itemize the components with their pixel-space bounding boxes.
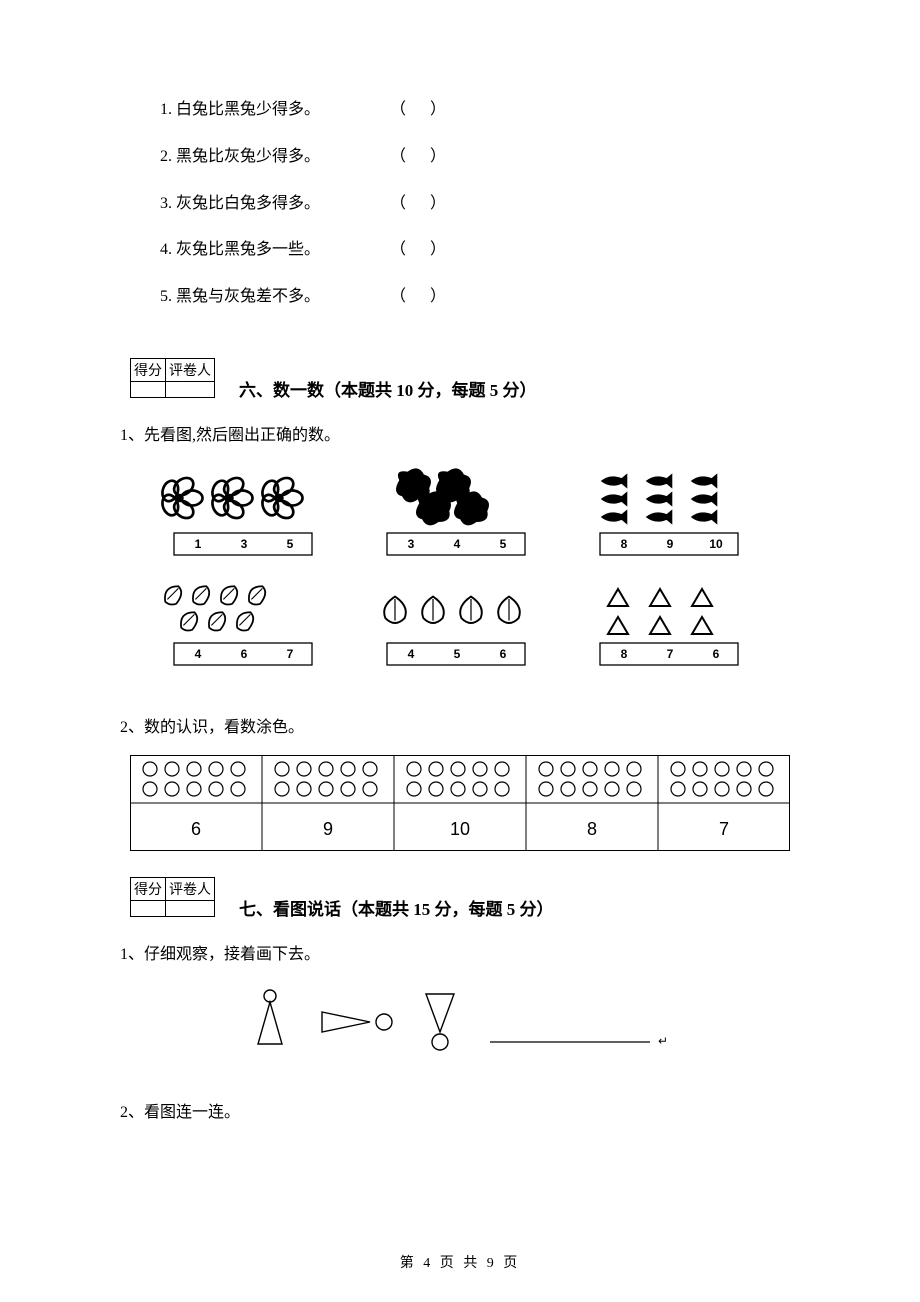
- svg-text:7: 7: [287, 647, 294, 661]
- q6-2-figure: 6 9 10 8 7: [130, 755, 790, 851]
- svg-text:10: 10: [450, 819, 470, 839]
- section-6-title: 六、数一数（本题共 10 分，每题 5 分）: [239, 376, 537, 401]
- q6-1-figure: 1 3 5 3 4 5 8 9 10 4 6 7 4 5 6 8 7 6: [140, 463, 780, 683]
- svg-text:7: 7: [667, 647, 674, 661]
- svg-text:8: 8: [587, 819, 597, 839]
- svg-text:9: 9: [667, 537, 674, 551]
- svg-text:↵: ↵: [658, 1034, 668, 1048]
- section-7-title: 七、看图说话（本题共 15 分，每题 5 分）: [239, 895, 554, 920]
- score-cell[interactable]: [131, 900, 166, 916]
- score-box: 得分评卷人: [130, 877, 215, 917]
- q7-2-label: 2、看图连一连。: [120, 1098, 800, 1122]
- q7-1-figure: ↵: [230, 982, 690, 1062]
- svg-text:4: 4: [195, 647, 202, 661]
- svg-text:10: 10: [709, 537, 723, 551]
- stmt-row: 5. 黑兔与灰兔差不多。 （ ）: [160, 287, 800, 308]
- answer-paren[interactable]: （ ）: [390, 194, 456, 215]
- svg-text:4: 4: [454, 537, 461, 551]
- svg-text:9: 9: [323, 819, 333, 839]
- stmt-row: 3. 灰兔比白兔多得多。 （ ）: [160, 194, 800, 215]
- q6-2-label: 2、数的认识，看数涂色。: [120, 713, 800, 737]
- svg-text:6: 6: [713, 647, 720, 661]
- svg-text:5: 5: [287, 537, 294, 551]
- svg-text:6: 6: [191, 819, 201, 839]
- q7-1-label: 1、仔细观察，接着画下去。: [120, 940, 800, 964]
- stmt-row: 1. 白兔比黑兔少得多。 （ ）: [160, 100, 800, 121]
- stmt-text: 2. 黑兔比灰兔少得多。: [160, 147, 390, 168]
- stmt-text: 1. 白兔比黑兔少得多。: [160, 100, 390, 121]
- section-6-header: 得分评卷人 六、数一数（本题共 10 分，每题 5 分）: [130, 358, 800, 401]
- statement-list: 1. 白兔比黑兔少得多。 （ ） 2. 黑兔比灰兔少得多。 （ ） 3. 灰兔比…: [160, 100, 800, 308]
- answer-paren[interactable]: （ ）: [390, 287, 456, 308]
- grader-col: 评卷人: [166, 358, 215, 381]
- grader-col: 评卷人: [166, 877, 215, 900]
- grader-cell[interactable]: [166, 381, 215, 397]
- answer-paren[interactable]: （ ）: [390, 147, 456, 168]
- svg-text:1: 1: [195, 537, 202, 551]
- svg-text:5: 5: [454, 647, 461, 661]
- svg-text:8: 8: [621, 647, 628, 661]
- svg-text:4: 4: [408, 647, 415, 661]
- score-box: 得分评卷人: [130, 358, 215, 398]
- svg-text:8: 8: [621, 537, 628, 551]
- svg-text:3: 3: [408, 537, 415, 551]
- score-col: 得分: [131, 877, 166, 900]
- q6-1-label: 1、先看图,然后圈出正确的数。: [120, 421, 800, 445]
- stmt-text: 3. 灰兔比白兔多得多。: [160, 194, 390, 215]
- svg-text:6: 6: [241, 647, 248, 661]
- svg-text:6: 6: [500, 647, 507, 661]
- stmt-row: 2. 黑兔比灰兔少得多。 （ ）: [160, 147, 800, 168]
- stmt-text: 4. 灰兔比黑兔多一些。: [160, 240, 390, 261]
- section-7-header: 得分评卷人 七、看图说话（本题共 15 分，每题 5 分）: [130, 877, 800, 920]
- page-footer: 第 4 页 共 9 页: [0, 1252, 920, 1272]
- grader-cell[interactable]: [166, 900, 215, 916]
- score-col: 得分: [131, 358, 166, 381]
- answer-paren[interactable]: （ ）: [390, 240, 456, 261]
- stmt-text: 5. 黑兔与灰兔差不多。: [160, 287, 390, 308]
- svg-text:7: 7: [719, 819, 729, 839]
- score-cell[interactable]: [131, 381, 166, 397]
- svg-text:5: 5: [500, 537, 507, 551]
- stmt-row: 4. 灰兔比黑兔多一些。 （ ）: [160, 240, 800, 261]
- answer-paren[interactable]: （ ）: [390, 100, 456, 121]
- svg-text:3: 3: [241, 537, 248, 551]
